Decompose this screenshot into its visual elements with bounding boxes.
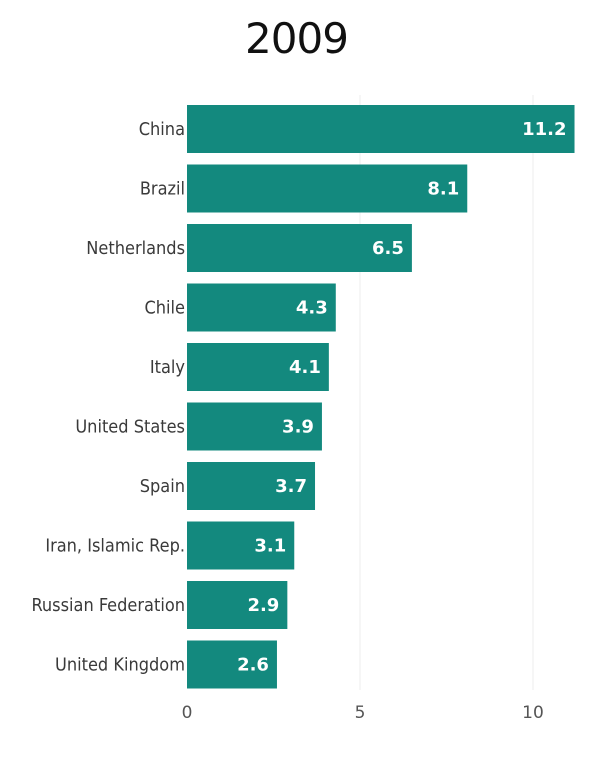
x-tick-label: 5	[355, 703, 366, 723]
category-label: Chile	[144, 298, 185, 319]
bars: 11.2 8.1 6.5 4.3 4.1 3.9 3.7 3.1 2.9 2.6	[187, 105, 575, 689]
value-label: 11.2	[522, 119, 566, 140]
bar-brazil	[187, 164, 468, 213]
category-label: United Kingdom	[55, 655, 185, 676]
category-label: Italy	[150, 357, 186, 378]
category-label: United States	[75, 417, 185, 438]
value-label: 3.1	[254, 536, 286, 557]
x-tick-label: 10	[522, 703, 544, 723]
bar-russian-federation	[187, 581, 288, 629]
bar-chile	[187, 283, 336, 332]
category-label: China	[139, 119, 185, 140]
value-label: 3.9	[282, 417, 314, 438]
bar-spain	[187, 462, 316, 510]
value-label: 3.7	[275, 476, 307, 497]
x-tick-label: 0	[182, 703, 193, 723]
bar-iran-islamic-rep-	[187, 521, 295, 570]
bar-italy	[187, 343, 329, 391]
category-label: Russian Federation	[31, 595, 185, 616]
value-label: 4.3	[296, 298, 328, 319]
category-label: Spain	[140, 476, 185, 497]
category-labels: China Brazil Netherlands Chile Italy United S…	[31, 119, 185, 676]
category-label: Netherlands	[86, 238, 185, 259]
bar-china	[187, 105, 575, 153]
chart-title: 2009	[245, 14, 349, 63]
category-label: Iran, Islamic Rep.	[45, 536, 185, 557]
value-label: 6.5	[372, 238, 404, 259]
value-label: 8.1	[427, 179, 459, 200]
bar-united-states	[187, 402, 322, 451]
value-label: 4.1	[289, 357, 321, 378]
bar-netherlands	[187, 224, 412, 272]
value-label: 2.9	[247, 595, 279, 616]
x-axis-ticks: 0 5 10	[182, 703, 544, 723]
category-label: Brazil	[140, 179, 185, 200]
value-label: 2.6	[237, 655, 269, 676]
bar-united-kingdom	[187, 640, 277, 689]
